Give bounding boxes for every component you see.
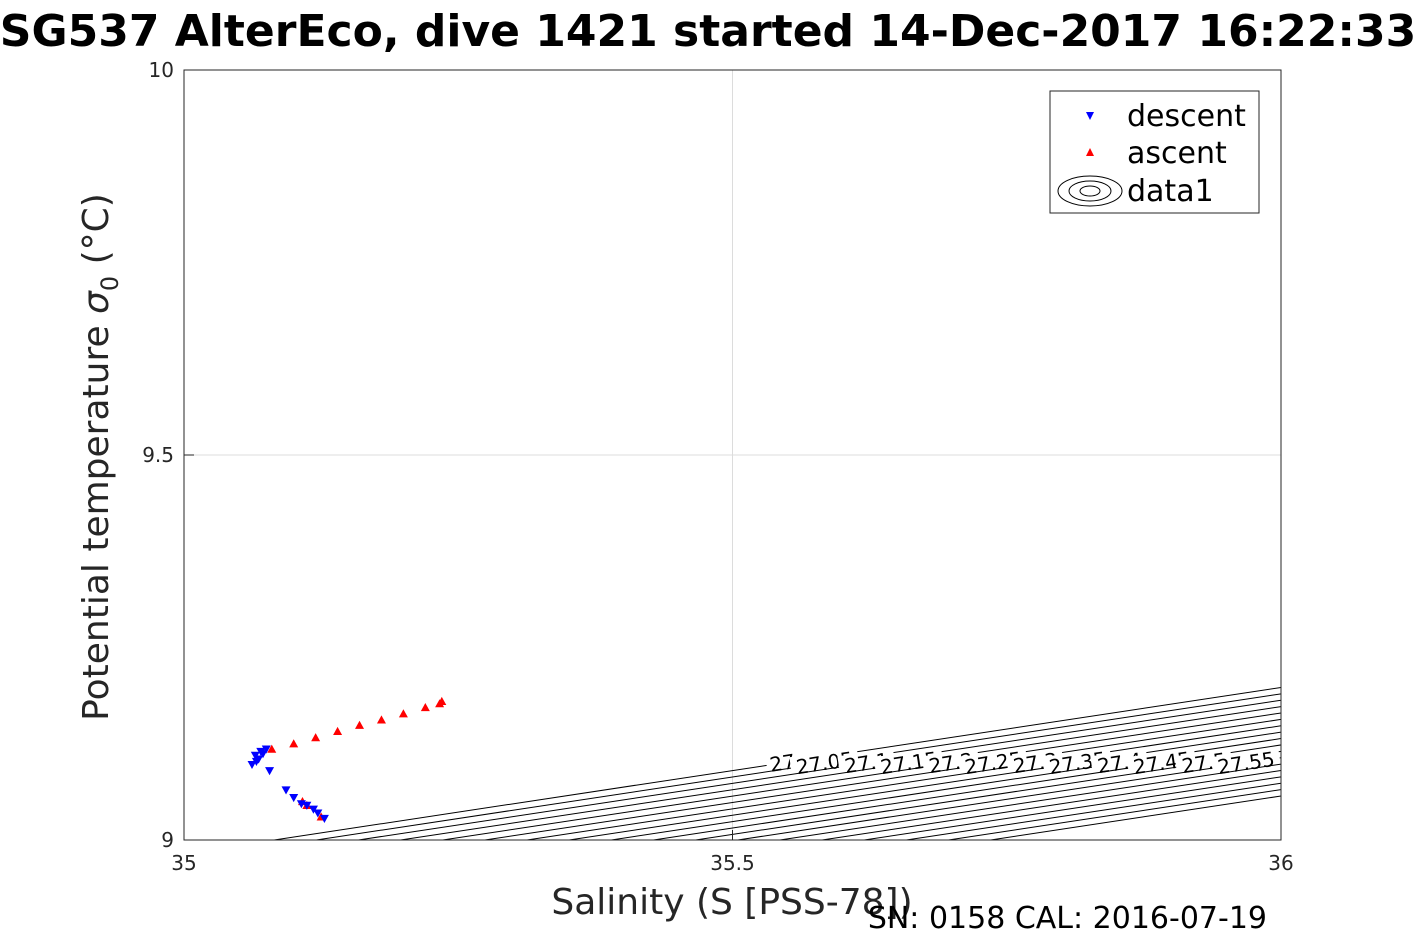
ascent-point — [311, 733, 321, 742]
legend-contour-icon — [1057, 175, 1123, 207]
contour-line — [316, 693, 1281, 840]
contour-line — [358, 699, 1281, 840]
legend-data1-label: data1 — [1127, 174, 1214, 209]
ascent-point — [267, 744, 277, 753]
legend-descent-label: descent — [1127, 99, 1246, 134]
ascent-point — [437, 696, 447, 705]
x-tick-label: 35 — [171, 851, 196, 875]
y-axis-label-unit: (°C) — [76, 193, 117, 276]
calibration-footer: SN: 0158 CAL: 2016-07-19 — [868, 901, 1267, 936]
y-tick-label: 10 — [149, 58, 174, 82]
descent-point — [261, 745, 271, 754]
x-tick-label: 36 — [1268, 851, 1293, 875]
axis-ticks: 35 35.5 36 9 9.5 10 — [142, 58, 1294, 875]
legend-descent-marker — [1086, 112, 1094, 120]
y-axis-label-sub: 0 — [96, 276, 124, 291]
descent-point — [247, 760, 257, 770]
y-axis-label-main: Potential temperature — [76, 314, 117, 721]
legend-box — [1049, 90, 1260, 214]
ascent-point — [289, 739, 299, 748]
y-tick-label: 9 — [161, 828, 174, 852]
ascent-point — [398, 709, 408, 718]
data-points — [247, 696, 447, 823]
contour-line — [274, 686, 1281, 840]
descent-point — [251, 757, 261, 766]
descent-point — [265, 767, 275, 776]
descent-point — [313, 809, 323, 818]
x-tick-label: 35.5 — [710, 851, 755, 875]
y-axis-label: Potential temperature σ0 (°C) — [76, 193, 124, 721]
x-axis-label: Salinity (S [PSS-78]) — [551, 882, 912, 923]
descent-point — [258, 750, 268, 759]
ascent-point — [355, 720, 365, 729]
descent-point — [319, 814, 329, 823]
legend: descent ascent data1 — [1049, 90, 1260, 214]
density-contours: 2727.0527.127.1527.227.2527.327.3527.427… — [274, 686, 1281, 840]
ascent-point — [333, 726, 343, 736]
y-tick-label: 9.5 — [142, 443, 174, 467]
contour-label-bg — [764, 749, 800, 777]
contour-label-bg — [1210, 747, 1281, 779]
ascent-point — [376, 715, 386, 724]
legend-ascent-marker — [1086, 148, 1094, 156]
ascent-point — [420, 703, 430, 712]
descent-point — [302, 801, 312, 810]
y-axis-label-symbol: σ — [76, 290, 117, 314]
grid-lines — [184, 70, 1281, 840]
chart-title: SG537 AlterEco, dive 1421 started 14-Dec… — [0, 6, 1416, 57]
legend-ascent-label: ascent — [1127, 136, 1227, 171]
descent-point — [289, 794, 299, 803]
descent-point — [281, 786, 291, 795]
contour-line — [400, 706, 1281, 840]
